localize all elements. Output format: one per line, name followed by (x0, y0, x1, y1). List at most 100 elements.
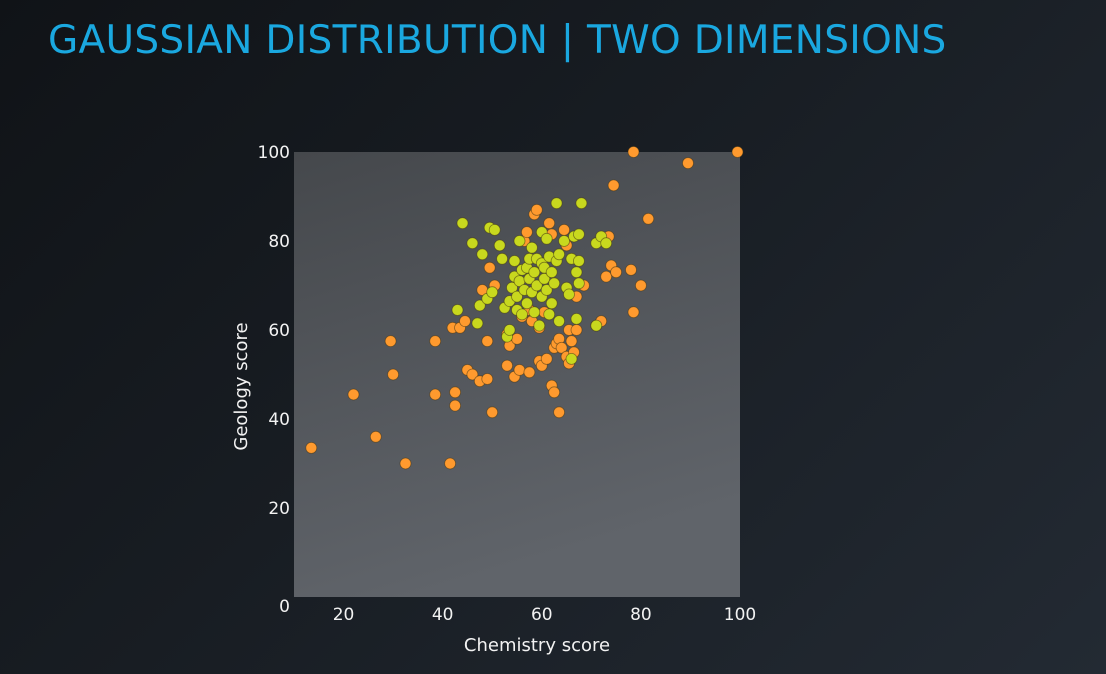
data-point-series-2 (493, 239, 506, 252)
y-axis-title: Geology score (231, 322, 252, 450)
data-point-series-2 (553, 315, 565, 328)
data-point-series-2 (456, 217, 469, 230)
data-point-series-2 (496, 252, 509, 265)
data-point-series-2 (521, 297, 533, 310)
x-tick-label: 40 (432, 605, 454, 625)
data-point-series-2 (488, 223, 501, 236)
data-point-series-1 (731, 146, 744, 158)
data-point-series-1 (466, 368, 479, 381)
data-point-series-2 (506, 281, 518, 294)
data-point-series-1 (607, 179, 620, 192)
data-point-series-1 (449, 386, 462, 399)
data-point-series-2 (548, 277, 561, 290)
data-point-series-2 (545, 297, 558, 310)
data-point-series-1 (459, 315, 471, 328)
data-point-series-1 (481, 335, 494, 348)
data-point-series-2 (570, 266, 583, 279)
data-point-series-1 (369, 430, 382, 443)
data-point-series-2 (476, 248, 489, 261)
data-point-series-2 (563, 288, 575, 301)
data-point-series-1 (449, 399, 462, 412)
data-point-series-1 (523, 366, 536, 379)
data-point-series-2 (451, 304, 464, 316)
y-tick-label: 60 (268, 321, 290, 341)
data-point-series-2 (513, 235, 526, 247)
y-tick-label: 0 (279, 597, 290, 617)
data-point-series-2 (533, 319, 546, 332)
data-point-series-2 (540, 284, 553, 296)
x-axis-title: Chemistry score (464, 635, 610, 656)
slide-title: GAUSSIAN DISTRIBUTION | TWO DIMENSIONS (48, 18, 947, 63)
data-point-series-1 (682, 157, 694, 170)
data-point-series-2 (530, 279, 543, 292)
y-tick-label: 40 (268, 410, 290, 430)
data-point-series-2 (511, 290, 523, 303)
ticks-layer: 20 40 60 80 100 0 20 40 60 80 100 (258, 143, 757, 625)
data-point-series-2 (528, 266, 541, 279)
data-point-series-1 (511, 332, 523, 345)
data-point-series-1 (565, 335, 578, 348)
data-point-series-2 (565, 352, 578, 365)
data-point-series-2 (526, 241, 538, 254)
data-point-series-1 (600, 270, 613, 283)
data-point-series-1 (540, 352, 553, 365)
x-tick-label: 20 (333, 605, 355, 625)
data-point-series-1 (642, 212, 655, 225)
data-point-series-2 (528, 306, 541, 319)
data-point-series-2 (503, 324, 516, 336)
data-point-series-2 (600, 237, 613, 250)
data-point-series-2 (573, 277, 585, 290)
data-point-series-2 (553, 248, 565, 261)
data-point-series-2 (575, 197, 588, 210)
points-layer (305, 146, 744, 470)
data-point-series-1 (521, 226, 533, 239)
data-point-series-2 (550, 197, 563, 210)
data-point-series-1 (429, 335, 442, 348)
data-point-series-1 (501, 359, 514, 372)
x-tick-label: 100 (724, 605, 756, 625)
x-tick-label: 60 (531, 605, 553, 625)
x-tick-label: 80 (630, 605, 652, 625)
data-point-series-1 (635, 279, 647, 292)
data-point-series-1 (513, 364, 526, 376)
data-point-series-2 (590, 319, 603, 332)
data-point-series-2 (473, 299, 486, 312)
y-tick-label: 20 (268, 499, 290, 519)
y-tick-label: 100 (258, 143, 290, 163)
data-point-series-1 (558, 223, 570, 236)
data-point-series-1 (486, 406, 499, 419)
data-point-series-1 (553, 406, 565, 419)
data-point-series-1 (625, 263, 637, 276)
data-point-series-1 (429, 388, 442, 401)
data-point-series-1 (610, 266, 622, 279)
data-point-series-2 (543, 308, 556, 321)
data-point-series-1 (481, 373, 494, 385)
data-point-series-1 (570, 324, 583, 336)
data-point-series-1 (530, 203, 543, 216)
data-point-series-1 (384, 335, 397, 348)
data-point-series-1 (347, 388, 360, 401)
data-point-series-2 (516, 308, 528, 321)
data-point-series-1 (548, 386, 561, 399)
data-point-series-1 (543, 217, 556, 230)
data-point-series-1 (387, 368, 400, 381)
data-point-series-2 (558, 235, 570, 247)
data-point-series-1 (444, 457, 457, 470)
data-point-series-1 (483, 261, 496, 274)
data-point-series-2 (466, 237, 479, 250)
data-point-series-1 (305, 441, 318, 454)
data-point-series-2 (540, 232, 553, 245)
y-tick-label: 80 (268, 232, 290, 252)
data-point-series-1 (627, 146, 640, 158)
data-point-series-2 (570, 312, 583, 325)
data-point-series-2 (573, 255, 585, 267)
data-point-series-1 (399, 457, 412, 470)
data-point-series-2 (508, 255, 521, 267)
data-point-series-2 (545, 266, 558, 279)
data-point-series-2 (573, 228, 585, 241)
data-point-series-1 (555, 341, 568, 354)
data-point-series-2 (471, 317, 484, 330)
data-point-series-1 (627, 306, 640, 319)
data-point-series-2 (486, 286, 499, 299)
